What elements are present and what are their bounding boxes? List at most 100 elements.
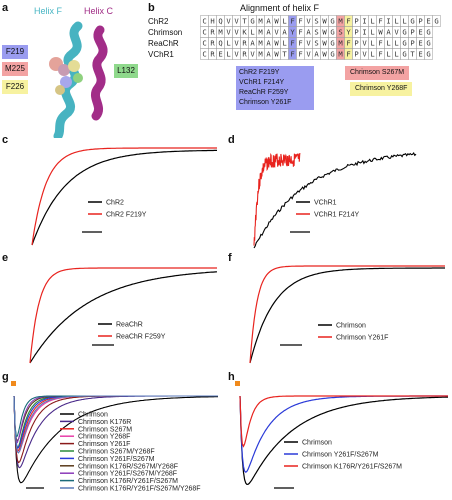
alignment-residue: L	[226, 39, 230, 48]
alignment-residue: G	[426, 39, 430, 48]
legend-label: ReaChR F259Y	[116, 334, 166, 341]
mutation-box-blue: ChR2 F219Y VChR1 F214Y ReaChR F259Y Chri…	[236, 66, 314, 110]
alignment-residue: V	[234, 50, 239, 59]
alignment-residue: A	[266, 39, 271, 48]
mutation-box-yellow: Chrimson Y268F	[350, 82, 413, 96]
mutation-line: ReaChR F259Y	[239, 89, 289, 96]
legend-label: Chrimson K176R/Y261F/S267M/Y268F	[78, 486, 201, 493]
alignment-residue: G	[402, 50, 406, 59]
alignment-residue: C	[202, 28, 206, 37]
alignment-residue: W	[274, 50, 279, 59]
alignment-residue: V	[362, 39, 367, 48]
alignment-residue: R	[210, 28, 215, 37]
alignment-residue: G	[330, 17, 334, 26]
alignment-residue: L	[282, 39, 286, 48]
alignment-residue: W	[322, 17, 327, 26]
alignment-row-name: ChR2	[148, 17, 169, 26]
alignment-residue: V	[250, 50, 255, 59]
alignment-residue: V	[306, 17, 311, 26]
alignment-residue: S	[314, 17, 318, 26]
alignment-residue: E	[426, 17, 430, 26]
alignment-residue: K	[242, 28, 247, 37]
alignment-names: ChR2 Chrimson ReaChR VChR1	[148, 16, 182, 60]
alignment-residue: P	[418, 17, 422, 26]
alignment-residue: G	[330, 50, 334, 59]
helix-f-label: Helix F	[34, 6, 63, 16]
trace-line	[239, 395, 448, 486]
panel-a-label: a	[2, 2, 9, 14]
alignment-residue: V	[306, 39, 311, 48]
alignment-residue: F	[298, 17, 302, 26]
alignment-residue: L	[394, 17, 398, 26]
alignment-residue: F	[298, 39, 302, 48]
alignment-residue: S	[314, 39, 318, 48]
panel-g-label: g	[2, 371, 9, 383]
panel-h-traces: Chrimson Chrimson Y261F/S267M Chrimson K17…	[235, 381, 448, 489]
trace-line	[249, 267, 445, 364]
alignment-residue: P	[354, 28, 358, 37]
alignment-residue: A	[266, 28, 271, 37]
alignment-residue: E	[418, 50, 422, 59]
trace-line	[31, 149, 217, 246]
residue-label-f226: F226	[2, 80, 28, 94]
alignment-residue: C	[202, 50, 206, 59]
alignment-residue: I	[386, 17, 390, 26]
alignment-row-name: ReaChR	[148, 39, 179, 48]
alignment-residue: L	[370, 50, 374, 59]
alignment-residue: Y	[290, 28, 295, 37]
alignment-residue: W	[378, 28, 383, 37]
legend-label: Chrimson K176R	[78, 419, 131, 426]
alignment-residue: M	[338, 39, 343, 48]
alignment-residue: E	[418, 28, 422, 37]
alignment-residue: L	[250, 28, 254, 37]
alignment-residue: W	[322, 28, 327, 37]
mutation-line: Chrimson Y261F	[239, 99, 292, 106]
alignment-residue: H	[210, 17, 214, 26]
alignment-residue: V	[226, 28, 231, 37]
alignment-residue: T	[282, 50, 287, 59]
alignment-residue: A	[266, 17, 271, 26]
alignment-residue: Y	[346, 28, 351, 37]
alignment-residue: L	[370, 39, 374, 48]
panel-b-label: b	[148, 2, 155, 14]
alignment-residue: V	[234, 39, 239, 48]
alignment-residue: I	[362, 17, 366, 26]
alignment-residue: G	[426, 50, 430, 59]
alignment-residue: L	[370, 17, 374, 26]
panel-d-traces: VChR1 VChR1 F214Y	[253, 152, 417, 249]
panel-e-traces: ReaChR ReaChR F259Y	[29, 267, 218, 364]
legend-label: Chrimson S267M	[78, 426, 132, 433]
alignment-residue: R	[242, 39, 247, 48]
alignment-residue: L	[386, 50, 390, 59]
trace-line	[249, 265, 445, 364]
legend-label: Chrimson Y261F	[336, 335, 388, 342]
alignment-residue: V	[234, 28, 239, 37]
panel-e-label: e	[2, 252, 9, 264]
residue-label-m225: M225	[2, 62, 28, 76]
mutation-line: ChR2 F219Y	[239, 69, 280, 76]
alignment-cell	[432, 15, 441, 27]
alignment-residue: Q	[218, 39, 222, 48]
alignment-residue: L	[370, 28, 374, 37]
panel-f-traces: Chrimson Chrimson Y261F	[249, 265, 445, 364]
panel-c-traces: ChR2 ChR2 F219Y	[31, 147, 217, 246]
alignment-residue: F	[346, 39, 350, 48]
alignment-residue: Q	[218, 17, 222, 26]
alignment-residue: R	[242, 50, 247, 59]
alignment-residue: V	[362, 50, 367, 59]
alignment-residue: F	[346, 50, 350, 59]
alignment-residue: L	[394, 39, 398, 48]
alignment-residue: G	[330, 28, 334, 37]
legend-label: Chrimson K176R/Y261F/S267M	[78, 478, 178, 485]
alignment-residue: L	[394, 50, 398, 59]
alignment-grid: C H Q V V T G M A W L F F V S W G M F P I L F I L L G P E GC R M V V K L M A V…	[200, 15, 441, 60]
legend-label: Chrimson Y261F/S267M	[302, 452, 379, 459]
alignment-residue: G	[330, 39, 334, 48]
alignment-residue: P	[354, 39, 358, 48]
alignment-residue: M	[338, 17, 343, 26]
alignment-residue: M	[338, 50, 343, 59]
alignment-title: Alignment of helix F	[240, 3, 320, 13]
alignment-residue: T	[410, 50, 415, 59]
mutation-line: VChR1 F214Y	[239, 79, 285, 86]
alignment-residue: R	[210, 39, 215, 48]
